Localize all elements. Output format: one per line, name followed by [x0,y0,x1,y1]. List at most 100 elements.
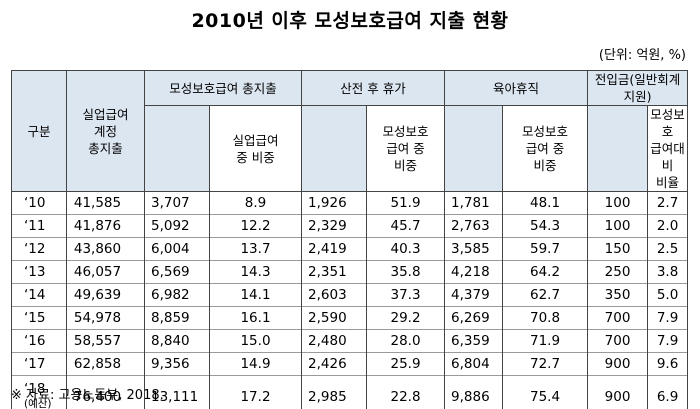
cell-total: 62,858 [66,352,145,376]
header-transfer: 전입금(일반회계 지원) [587,70,689,106]
header-unemployment-total: 실업급여 계정 총지출 [66,70,145,192]
cell-transfer-pct: 2.7 [647,191,689,215]
cell-year: ‘13 [11,260,67,284]
expenditure-table: 구분 실업급여 계정 총지출 모성보호급여 총지출 산전 후 휴가 육아휴직 전… [11,70,689,409]
cell-child-pct: 75.4 [502,375,589,409]
cell-year: ‘16 [11,329,67,353]
cell-child-pct: 70.8 [502,306,589,330]
cell-child: 9,886 [444,375,504,409]
cell-transfer-pct: 5.0 [647,283,689,307]
budget-note: (예산) [24,397,52,409]
cell-child-pct: 64.2 [502,260,589,284]
cell-transfer-pct: 2.0 [647,214,689,238]
cell-total: 41,876 [66,214,145,238]
cell-transfer-pct: 3.8 [647,260,689,284]
cell-leave: 2,426 [301,352,368,376]
cell-leave-pct: 22.8 [366,375,446,409]
cell-child-pct: 54.3 [502,214,589,238]
cell-leave: 2,419 [301,237,368,261]
cell-year: ‘18 (예산) [11,375,67,409]
cell-transfer: 250 [587,260,649,284]
cell-leave-pct: 35.8 [366,260,446,284]
header-childcare-leave: 육아휴직 [444,70,589,106]
cell-transfer: 900 [587,352,649,376]
cell-leave-pct: 25.9 [366,352,446,376]
cell-child-pct: 48.1 [502,191,589,215]
table-row: ‘11 41,876 5,092 12.2 2,329 45.7 2,763 54.3 100 2… [11,214,689,238]
cell-total: 41,585 [66,191,145,215]
cell-mat-pct: 14.1 [208,283,303,307]
cell-leave: 2,351 [301,260,368,284]
header-leave-share: 모성보호 급여 중 비중 [366,105,446,192]
cell-transfer: 100 [587,214,649,238]
cell-leave-pct: 37.3 [366,283,446,307]
header-transfer-ratio: 모성보호 급여대비 비율 [647,105,689,192]
cell-total: 49,639 [66,283,145,307]
cell-year: ‘12 [11,237,67,261]
cell-transfer: 150 [587,237,649,261]
cell-child: 3,585 [444,237,504,261]
cell-mat-pct: 13.7 [208,237,303,261]
cell-mat: 9,356 [144,352,210,376]
cell-child-pct: 71.9 [502,329,589,353]
header-maternity-total: 모성보호급여 총지출 [143,70,303,106]
cell-leave: 2,590 [301,306,368,330]
cell-total: 54,978 [66,306,145,330]
cell-leave: 2,985 [301,375,368,409]
table-row: ‘14 49,639 6,982 14.1 2,603 37.3 4,379 62.7 350 5… [11,283,689,307]
cell-total: 46,057 [66,260,145,284]
cell-mat-pct: 12.2 [208,214,303,238]
cell-transfer: 900 [587,375,649,409]
cell-transfer: 350 [587,283,649,307]
cell-transfer-pct: 7.9 [647,329,689,353]
cell-child: 4,379 [444,283,504,307]
table-row: ‘10 41,585 3,707 8.9 1,926 51.9 1,781 48.1 100 2.… [11,191,689,215]
cell-mat: 3,707 [144,191,210,215]
cell-leave-pct: 28.0 [366,329,446,353]
cell-leave-pct: 40.3 [366,237,446,261]
cell-mat-pct: 14.9 [208,352,303,376]
cell-transfer-pct: 2.5 [647,237,689,261]
cell-child-pct: 72.7 [502,352,589,376]
table-row: ‘15 54,978 8,859 16.1 2,590 29.2 6,269 70.8 700 7… [11,306,689,330]
cell-mat-pct: 15.0 [208,329,303,353]
cell-child-pct: 62.7 [502,283,589,307]
cell-child: 4,218 [444,260,504,284]
unit-label: (단위: 억원, %) [598,48,686,63]
cell-transfer-pct: 7.9 [647,306,689,330]
cell-year: ‘10 [11,191,67,215]
cell-mat-pct: 16.1 [208,306,303,330]
cell-year: ‘15 [11,306,67,330]
cell-mat: 8,859 [144,306,210,330]
cell-total: 43,860 [66,237,145,261]
cell-child: 6,269 [444,306,504,330]
table-row: ‘13 46,057 6,569 14.3 2,351 35.8 4,218 64.2 250 3… [11,260,689,284]
cell-total: 58,557 [66,329,145,353]
cell-transfer: 100 [587,191,649,215]
cell-child: 2,763 [444,214,504,238]
cell-year: ‘17 [11,352,67,376]
cell-mat: 8,840 [144,329,210,353]
cell-leave: 2,329 [301,214,368,238]
cell-leave: 1,926 [301,191,368,215]
cell-mat: 5,092 [144,214,210,238]
cell-leave: 2,603 [301,283,368,307]
table-row: ‘12 43,860 6,004 13.7 2,419 40.3 3,585 59.7 150 2… [11,237,689,261]
cell-child: 1,781 [444,191,504,215]
source-footnote: ※ 자료: 고용노동부, 2018. [11,388,164,403]
page-title: 2010년 이후 모성보호급여 지출 현황 [191,10,509,32]
cell-transfer: 700 [587,306,649,330]
table-row: ‘18 (예산) 76,400 13,111 17.2 2,985 22.8 9,886 75.… [11,375,689,409]
table-row: ‘17 62,858 9,356 14.9 2,426 25.9 6,804 72.7 900 9… [11,352,689,376]
header-childcare-share: 모성보호 급여 중 비중 [502,105,589,192]
cell-mat: 6,004 [144,237,210,261]
cell-transfer-pct: 6.9 [647,375,689,409]
cell-leave: 2,480 [301,329,368,353]
cell-child: 6,359 [444,329,504,353]
header-maternity-leave: 산전 후 휴가 [301,70,446,106]
cell-transfer: 700 [587,329,649,353]
cell-leave-pct: 29.2 [366,306,446,330]
cell-mat: 6,569 [144,260,210,284]
cell-leave-pct: 45.7 [366,214,446,238]
table-row: ‘16 58,557 8,840 15.0 2,480 28.0 6,359 71.9 700 7… [11,329,689,353]
